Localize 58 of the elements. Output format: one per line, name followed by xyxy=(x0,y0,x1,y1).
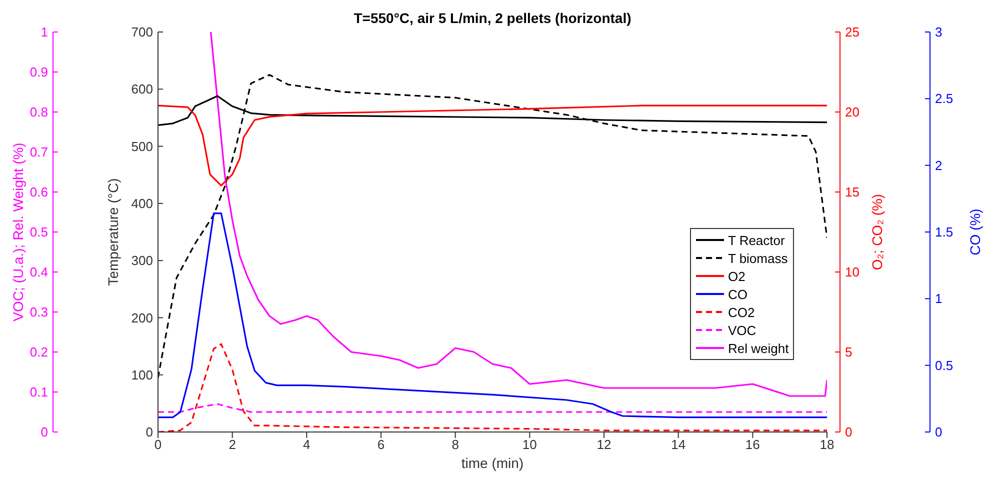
y3-tick-label: 1.5 xyxy=(935,224,954,240)
y3-tick-label: 2 xyxy=(935,158,942,173)
y-tick-label: 0.1 xyxy=(30,384,48,400)
y-tick-label: 600 xyxy=(131,82,153,97)
x-tick-label: 14 xyxy=(671,437,686,452)
line-series xyxy=(210,32,827,397)
y-tick-label: 300 xyxy=(131,253,153,268)
y2-tick-label: 0 xyxy=(845,424,852,440)
y3-tick-label: 0 xyxy=(935,424,942,440)
y2-tick-label: 10 xyxy=(845,264,860,280)
y-tick-label: 0.4 xyxy=(30,264,48,280)
legend-label: O2 xyxy=(728,268,746,284)
y-tick-label: 1 xyxy=(40,24,48,40)
line-series xyxy=(158,212,827,418)
y3-tick-label: 0.5 xyxy=(935,358,954,373)
y2-tick-label: 5 xyxy=(845,344,852,360)
y-tick-label: 500 xyxy=(131,138,153,154)
x-tick-label: 2 xyxy=(228,437,236,452)
x-tick-label: 12 xyxy=(596,437,612,452)
y2-tick-label: 20 xyxy=(845,104,860,120)
y-tick-label: 100 xyxy=(131,367,153,382)
y-tick-label: 200 xyxy=(131,310,153,326)
y-axis-title: VOC; (U.a.); Rel. Weight (%) xyxy=(10,142,26,322)
y2-tick-label: 25 xyxy=(845,24,860,40)
legend-label: CO2 xyxy=(728,304,755,320)
y3-tick-label: 1 xyxy=(935,291,942,306)
x-tick-label: 18 xyxy=(820,437,834,452)
chart-title: T=550°C, air 5 L/min, 2 pellets (horizontal) xyxy=(352,10,632,26)
x-axis-title: time (min) xyxy=(461,455,524,471)
y3-axis-title: CO (%) xyxy=(966,208,983,256)
legend-label: VOC xyxy=(728,322,756,338)
legend-label: T Reactor xyxy=(728,232,785,248)
y-tick-label: 0.5 xyxy=(30,224,48,240)
x-tick-label: 4 xyxy=(303,437,310,452)
y-tick-label: 0.7 xyxy=(30,144,48,160)
x-tick-label: 8 xyxy=(452,437,459,452)
line-series xyxy=(158,74,827,379)
legend-label: CO xyxy=(728,286,748,302)
y-tick-label: 700 xyxy=(131,24,153,40)
y-axis-title: Temperature (°C) xyxy=(104,178,121,286)
legend-label: T biomass xyxy=(728,250,788,266)
y-tick-label: 0.8 xyxy=(30,104,48,120)
line-series xyxy=(158,104,827,186)
y-tick-label: 0 xyxy=(40,424,48,440)
y-tick-label: 0 xyxy=(146,424,153,440)
y-tick-label: 0.3 xyxy=(30,304,48,320)
y-tick-label: 0.9 xyxy=(30,64,48,80)
y-tick-label: 0.2 xyxy=(30,344,48,360)
y-tick-label: 0.6 xyxy=(30,184,48,200)
x-tick-label: 10 xyxy=(522,437,537,452)
y2-axis-title: O₂; CO₂ (%) xyxy=(868,194,885,270)
y3-tick-label: 2.5 xyxy=(935,91,954,106)
x-tick-label: 6 xyxy=(377,437,385,452)
y-tick-label: 400 xyxy=(131,196,153,211)
y2-tick-label: 15 xyxy=(845,184,860,200)
y3-tick-label: 3 xyxy=(935,24,942,40)
x-tick-label: 16 xyxy=(745,437,760,452)
legend-label: Rel weight xyxy=(728,340,789,356)
